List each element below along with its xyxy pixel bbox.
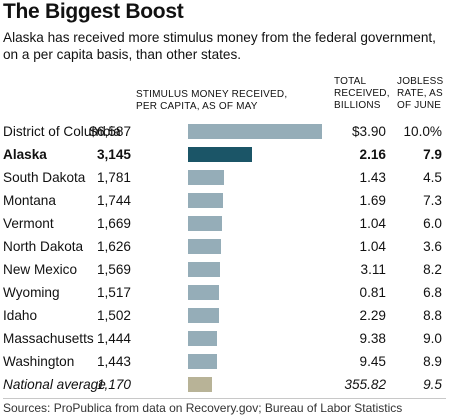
state-label: South Dakota [3,170,86,185]
received-header-line: TOTAL [334,76,367,87]
per-capita-value-label: $6,587 [89,124,131,139]
total-received-value: $3.90 [351,124,386,139]
bar [188,377,212,392]
bar [188,170,224,185]
per-capita-value-label: 1,502 [96,308,131,323]
table-row: District of Columbia $6,587 $3.90 10.0% [0,120,449,143]
stimulus-header-line: PER CAPITA, AS OF MAY [136,101,258,112]
bar [188,285,219,300]
state-label: National average [3,377,106,392]
table-row: Vermont 1,669 1.04 6.0 [0,212,449,235]
per-capita-value-label: 1,744 [96,193,131,208]
jobless-header-line: JOBLESS [397,76,444,87]
total-received-value: 0.81 [359,285,386,300]
jobless-rate-value: 8.8 [423,308,442,323]
table-row: Massachusetts 1,444 9.38 9.0 [0,327,449,350]
jobless-rate-value: 8.2 [423,262,442,277]
jobless-column-header: JOBLESS RATE, AS OF JUNE [397,76,443,112]
bottom-divider [3,398,446,399]
total-received-value: 9.38 [359,331,386,346]
jobless-rate-value: 8.9 [423,354,442,369]
bar [188,308,219,323]
source-note: Sources: ProPublica from data on Recover… [3,401,403,415]
jobless-rate-value: 3.6 [423,239,442,254]
table-row: Wyoming 1,517 0.81 6.8 [0,281,449,304]
state-label: Wyoming [3,285,60,300]
jobless-rate-value: 4.5 [423,170,442,185]
bar [188,331,217,346]
state-label: Vermont [3,216,54,231]
stimulus-column-header: STIMULUS MONEY RECEIVED, PER CAPITA, AS … [136,89,287,113]
per-capita-value-label: 1,444 [96,331,131,346]
state-label: North Dakota [3,239,84,254]
table-row: Washington 1,443 9.45 8.9 [0,350,449,373]
total-received-value: 355.82 [344,377,386,392]
bar [188,147,252,162]
bar [188,262,220,277]
table-row: National average 1,170 355.82 9.5 [0,373,449,396]
stimulus-header-line: STIMULUS MONEY RECEIVED, [136,89,288,100]
per-capita-value-label: 1,626 [96,239,131,254]
total-received-value: 1.04 [359,216,386,231]
table-row: North Dakota 1,626 1.04 3.6 [0,235,449,258]
table-row: South Dakota 1,781 1.43 4.5 [0,166,449,189]
jobless-rate-value: 6.0 [423,216,442,231]
state-label: New Mexico [3,262,78,277]
state-label: Montana [3,193,56,208]
table-row: Alaska 3,145 2.16 7.9 [0,143,449,166]
received-header-line: RECEIVED, [334,88,390,99]
total-received-value: 2.29 [359,308,386,323]
bar [188,124,322,139]
table-row: Montana 1,744 1.69 7.3 [0,189,449,212]
per-capita-value-label: 3,145 [96,147,131,162]
state-label: Massachusetts [3,331,94,346]
jobless-rate-value: 9.5 [423,377,442,392]
state-label: Idaho [3,308,38,323]
received-header-line: BILLIONS [334,100,381,111]
per-capita-value-label: 1,669 [96,216,131,231]
per-capita-value-label: 1,170 [96,377,131,392]
jobless-rate-value: 7.9 [423,147,442,162]
total-received-value: 3.11 [360,262,386,277]
received-column-header: TOTAL RECEIVED, BILLIONS [334,76,390,112]
per-capita-value-label: 1,443 [96,354,131,369]
table-row: Idaho 1,502 2.29 8.8 [0,304,449,327]
per-capita-value-label: 1,569 [96,262,131,277]
bar [188,216,222,231]
total-received-value: 9.45 [359,354,386,369]
jobless-rate-value: 10.0% [403,124,442,139]
jobless-rate-value: 7.3 [423,193,442,208]
jobless-header-line: RATE, AS [397,88,443,99]
total-received-value: 1.69 [359,193,386,208]
bar [188,354,217,369]
per-capita-value-label: 1,517 [96,285,131,300]
per-capita-value-label: 1,781 [96,170,131,185]
chart-title: The Biggest Boost [3,0,184,23]
state-label: Alaska [3,147,47,162]
total-received-value: 1.43 [359,170,386,185]
total-received-value: 1.04 [359,239,386,254]
table-row: New Mexico 1,569 3.11 8.2 [0,258,449,281]
jobless-rate-value: 6.8 [423,285,442,300]
bar [188,193,223,208]
total-received-value: 2.16 [359,147,386,162]
bar [188,239,221,254]
state-label: District of Columbia [3,124,121,139]
chart-subtitle: Alaska has received more stimulus money … [3,30,436,62]
jobless-rate-value: 9.0 [423,331,442,346]
state-label: Washington [3,354,75,369]
jobless-header-line: OF JUNE [397,100,442,111]
